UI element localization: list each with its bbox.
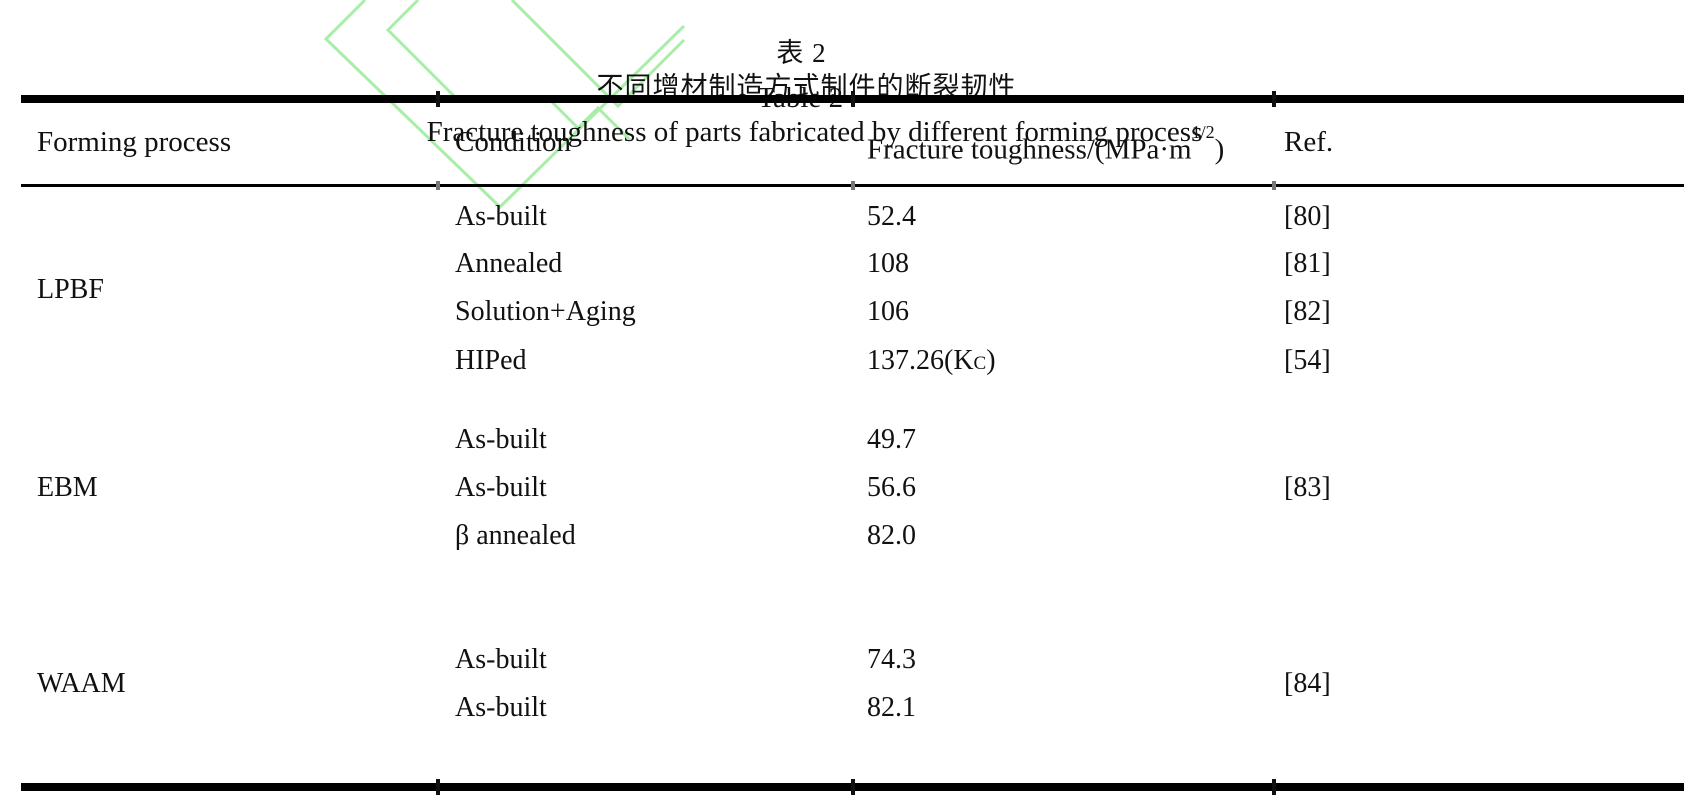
cell-condition: HIPed — [455, 345, 527, 376]
table-bottom-rule — [21, 779, 1684, 795]
cell-ref: [84] — [1284, 668, 1331, 699]
cell-value-main: 137.26(K — [867, 345, 974, 376]
table-caption-chinese: 表 2 不同增材制造方式制件的断裂韧性 — [0, 2, 1572, 102]
column-tick — [851, 91, 855, 107]
cell-condition: As-built — [455, 692, 547, 723]
header-ref: Ref. — [1284, 126, 1334, 158]
cell-value-subscript: C — [973, 353, 987, 374]
header-forming-process: Forming process — [37, 126, 232, 158]
cell-condition: As-built — [455, 424, 547, 455]
cell-ref: [54] — [1284, 345, 1331, 376]
cell-value: 52.4 — [867, 201, 916, 232]
cell-value: 108 — [867, 248, 909, 279]
header-fracture-toughness: Fracture toughness/(MPa·m1/2) — [867, 122, 1224, 165]
column-tick — [436, 91, 440, 107]
cell-value-close: ) — [986, 345, 996, 376]
cell-ref: [80] — [1284, 201, 1331, 232]
cell-value: 82.1 — [867, 692, 916, 723]
table-caption-chinese-label: 表 2 — [776, 38, 827, 68]
column-tick — [851, 779, 855, 795]
cell-condition: Solution+Aging — [455, 296, 636, 327]
header-condition: Condition — [455, 126, 572, 158]
cell-ref: [83] — [1284, 472, 1331, 503]
header-fracture-toughness-close: ) — [1214, 133, 1225, 166]
column-tick — [1272, 91, 1276, 107]
table-caption-english-text: Fracture toughness of parts fabricated b… — [426, 116, 1203, 148]
cell-value: 74.3 — [867, 644, 916, 675]
cell-value: 49.7 — [867, 424, 916, 455]
table-header-rule — [21, 181, 1684, 190]
cell-value: 82.0 — [867, 520, 916, 551]
table-caption-english: Table 2 Fracture toughness of parts fabr… — [0, 47, 1572, 148]
column-tick — [436, 779, 440, 795]
column-tick — [851, 181, 855, 190]
cell-condition: β annealed — [455, 520, 576, 551]
column-tick — [1272, 779, 1276, 795]
cell-ref: [82] — [1284, 296, 1331, 327]
group-label-lpbf: LPBF — [37, 274, 104, 305]
cell-value: 106 — [867, 296, 909, 327]
column-tick — [1272, 181, 1276, 190]
cell-condition: As-built — [455, 201, 547, 232]
header-fracture-toughness-sup: 1/2 — [1191, 122, 1215, 143]
cell-condition: As-built — [455, 644, 547, 675]
cell-condition: As-built — [455, 472, 547, 503]
cell-ref: [81] — [1284, 248, 1331, 279]
cell-value: 56.6 — [867, 472, 916, 503]
group-label-ebm: EBM — [37, 472, 98, 503]
cell-value: 137.26(KC) — [867, 346, 996, 376]
cell-condition: Annealed — [455, 248, 563, 279]
column-tick — [436, 181, 440, 190]
header-fracture-toughness-main: Fracture toughness/(MPa·m — [867, 133, 1192, 166]
table-top-rule — [21, 91, 1684, 107]
group-label-waam: WAAM — [37, 668, 126, 699]
